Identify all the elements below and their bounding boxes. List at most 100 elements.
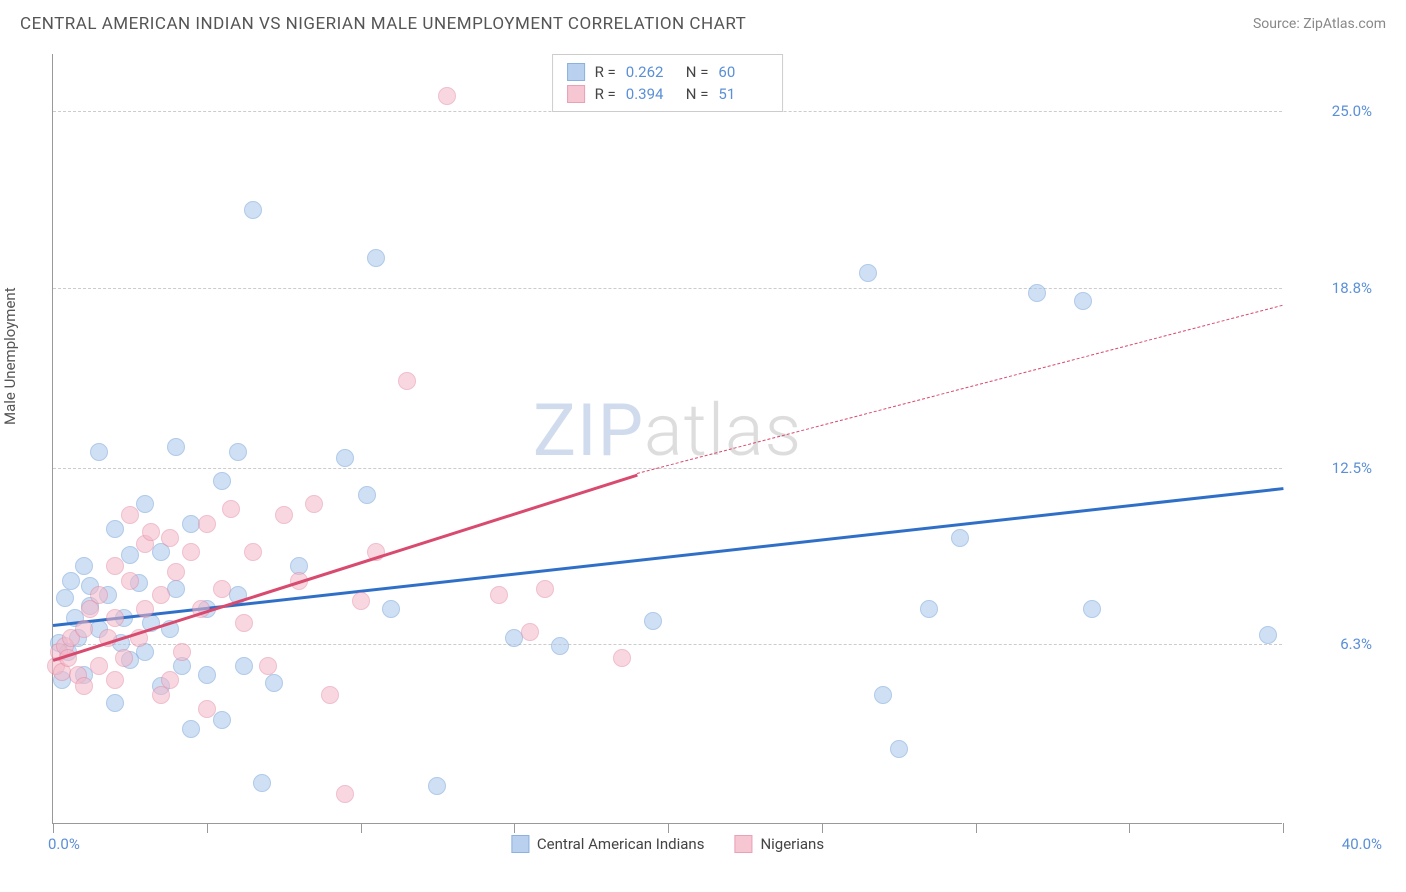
data-point [490,586,508,604]
legend-r-value: 0.262 [626,63,676,81]
data-point [1083,600,1101,618]
data-point [121,546,139,564]
x-tick [207,823,208,833]
x-axis-max-label: 40.0% [1342,835,1382,853]
data-point [890,740,908,758]
data-point [229,443,247,461]
data-point [859,264,877,282]
legend-row: R = 0.394 N = 51 [567,83,769,105]
data-point [644,612,662,630]
data-point [222,500,240,518]
legend-item: Nigerians [734,835,824,853]
data-point [167,563,185,581]
x-tick [514,823,515,833]
x-tick [1129,823,1130,833]
chart-title: CENTRAL AMERICAN INDIAN VS NIGERIAN MALE… [20,14,746,34]
x-tick [822,823,823,833]
data-point [90,443,108,461]
data-point [90,657,108,675]
data-point [152,586,170,604]
data-point [142,523,160,541]
legend-n-value: 60 [718,63,768,81]
data-point [75,557,93,575]
data-point [253,774,271,792]
y-tick-label: 12.5% [1332,459,1372,477]
y-axis-label: Male Unemployment [1,287,19,425]
data-point [115,649,133,667]
y-tick-label: 6.3% [1340,635,1372,653]
data-point [235,614,253,632]
data-point [161,529,179,547]
data-point [951,529,969,547]
data-point [358,486,376,504]
gridline [53,288,1282,289]
data-point [136,495,154,513]
data-point [1074,292,1092,310]
chart-source: Source: ZipAtlas.com [1253,16,1386,32]
data-point [198,700,216,718]
data-point [613,649,631,667]
data-point [336,449,354,467]
data-point [259,657,277,675]
data-point [536,580,554,598]
scatter-chart: ZIPatlas R =0.262N =60R =0.394N =51 Cent… [52,54,1282,824]
data-point [75,677,93,695]
data-point [106,694,124,712]
data-point [382,600,400,618]
data-point [438,87,456,105]
data-point [551,637,569,655]
data-point [90,586,108,604]
data-point [106,671,124,689]
legend-swatch [567,63,585,81]
data-point [213,711,231,729]
data-point [198,666,216,684]
data-point [173,643,191,661]
data-point [213,580,231,598]
data-point [121,506,139,524]
data-point [336,785,354,803]
data-point [265,674,283,692]
data-point [106,609,124,627]
data-point [352,592,370,610]
data-point [244,543,262,561]
gridline [53,468,1282,469]
data-point [198,515,216,533]
data-point [1028,284,1046,302]
data-point [167,580,185,598]
trend-line-dashed [637,305,1283,474]
series-legend: Central American Indians Nigerians [511,835,824,853]
x-axis-min-label: 0.0% [48,835,80,853]
x-tick [668,823,669,833]
legend-item: Central American Indians [511,835,705,853]
data-point [321,686,339,704]
legend-n-value: 51 [718,85,768,103]
legend-row: R =0.262N =60 [567,61,769,83]
data-point [106,520,124,538]
data-point [182,720,200,738]
chart-header: CENTRAL AMERICAN INDIAN VS NIGERIAN MALE… [0,0,1406,44]
data-point [1259,626,1277,644]
data-point [305,495,323,513]
data-point [136,600,154,618]
data-point [428,777,446,795]
gridline [53,644,1282,645]
legend-r-value: 0.394 [626,85,676,103]
legend-swatch [734,835,752,853]
x-tick [361,823,362,833]
x-tick [1283,823,1284,833]
data-point [235,657,253,675]
data-point [75,620,93,638]
legend-label: Nigerians [760,835,824,853]
x-tick [976,823,977,833]
data-point [182,543,200,561]
legend-swatch [567,85,585,103]
legend-r-label: R = [595,63,616,81]
data-point [244,201,262,219]
legend-label: Central American Indians [537,835,705,853]
data-point [62,572,80,590]
data-point [920,600,938,618]
data-point [121,572,139,590]
legend-r-label: R = [595,85,616,103]
data-point [275,506,293,524]
legend-n-label: N = [686,85,709,103]
